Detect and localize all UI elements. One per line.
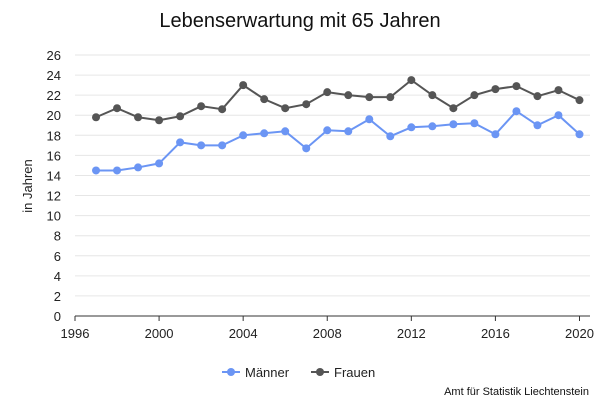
data-point[interactable] [533, 121, 542, 130]
x-tick-label: 2008 [313, 326, 342, 341]
data-point[interactable] [302, 144, 311, 153]
data-point[interactable] [512, 82, 521, 91]
data-point[interactable] [533, 92, 542, 101]
y-tick-label: 0 [54, 309, 61, 324]
data-point[interactable] [134, 163, 143, 172]
legend-swatch-marker [316, 368, 324, 376]
y-tick-label: 14 [47, 168, 61, 183]
x-tick-label: 2000 [145, 326, 174, 341]
y-tick-label: 26 [47, 48, 61, 63]
y-tick-label: 10 [47, 209, 61, 224]
data-point[interactable] [575, 96, 584, 105]
data-point[interactable] [470, 91, 479, 100]
data-point[interactable] [386, 132, 395, 141]
data-point[interactable] [155, 116, 164, 125]
grid-lines [75, 54, 590, 297]
data-point[interactable] [176, 112, 185, 121]
data-point[interactable] [323, 88, 332, 97]
data-point[interactable] [260, 129, 269, 138]
x-tick-label: 2020 [565, 326, 594, 341]
data-point[interactable] [302, 100, 311, 109]
data-point[interactable] [407, 76, 416, 85]
data-point[interactable] [260, 95, 269, 104]
data-point[interactable] [323, 126, 332, 135]
source-note: Amt für Statistik Liechtenstein [444, 386, 589, 398]
x-tick-label: 2012 [397, 326, 426, 341]
data-point[interactable] [554, 86, 563, 95]
legend-label: Männer [245, 365, 290, 380]
legend-label: Frauen [334, 365, 375, 380]
series-layer [92, 76, 584, 175]
data-point[interactable] [365, 115, 374, 124]
y-tick-label: 22 [47, 88, 61, 103]
data-point[interactable] [428, 91, 437, 100]
data-point[interactable] [218, 141, 227, 150]
data-point[interactable] [554, 111, 563, 120]
data-point[interactable] [197, 102, 206, 111]
x-tick-label: 2016 [481, 326, 510, 341]
data-point[interactable] [239, 81, 248, 90]
data-point[interactable] [365, 93, 374, 102]
data-point[interactable] [281, 104, 290, 113]
data-point[interactable] [218, 105, 227, 114]
data-point[interactable] [491, 85, 500, 94]
data-point[interactable] [407, 123, 416, 132]
series-frauen [92, 76, 584, 125]
x-tick-label: 2004 [229, 326, 258, 341]
legend-item-maenner[interactable]: Männer [222, 365, 290, 380]
y-tick-label: 24 [47, 68, 61, 83]
data-point[interactable] [134, 113, 143, 122]
data-point[interactable] [344, 127, 353, 136]
data-point[interactable] [239, 131, 248, 140]
data-point[interactable] [113, 104, 122, 113]
data-point[interactable] [449, 104, 458, 113]
y-tick-label: 16 [47, 148, 61, 163]
y-tick-label: 4 [54, 269, 61, 284]
legend: Männer Frauen [222, 365, 375, 380]
data-point[interactable] [449, 120, 458, 129]
x-tick-label: 1996 [61, 326, 90, 341]
data-point[interactable] [92, 113, 101, 122]
data-point[interactable] [491, 130, 500, 139]
series-line [95, 78, 580, 122]
data-point[interactable] [176, 138, 185, 147]
y-tick-label: 20 [47, 108, 61, 123]
y-tick-label: 18 [47, 128, 61, 143]
data-point[interactable] [428, 122, 437, 131]
y-axis-label: in Jahren [20, 159, 35, 212]
data-point[interactable] [344, 91, 353, 100]
data-point[interactable] [197, 141, 206, 150]
chart-title: Lebenserwartung mit 65 Jahren [159, 10, 440, 32]
data-point[interactable] [92, 166, 101, 175]
y-tick-label: 2 [54, 289, 61, 304]
x-tick-labels: 1996 2000 2004 2008 2012 2016 2020 [61, 316, 594, 341]
data-point[interactable] [281, 127, 290, 136]
data-point[interactable] [113, 166, 122, 175]
legend-item-frauen[interactable]: Frauen [311, 365, 375, 380]
y-tick-label: 12 [47, 189, 61, 204]
data-point[interactable] [512, 107, 521, 116]
series-maenner [92, 107, 584, 175]
data-point[interactable] [155, 159, 164, 168]
series-line [96, 109, 581, 172]
y-tick-label: 8 [54, 229, 61, 244]
data-point[interactable] [575, 130, 584, 139]
data-point[interactable] [386, 93, 395, 102]
legend-swatch-marker [227, 368, 235, 376]
y-tick-label: 6 [54, 249, 61, 264]
data-point[interactable] [470, 119, 479, 128]
